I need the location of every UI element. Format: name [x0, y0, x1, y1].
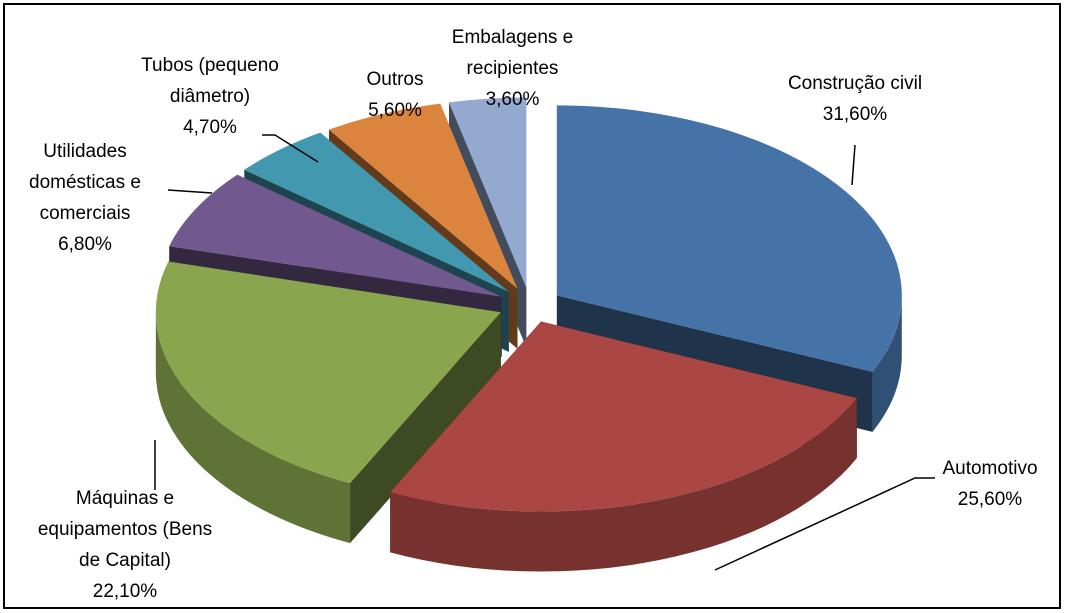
slice-top — [328, 103, 518, 289]
leader-line — [262, 134, 319, 163]
slice-top — [169, 174, 502, 297]
value-label: 31,60% — [822, 104, 888, 125]
category-label: Outros — [366, 69, 424, 90]
slice-label: Utilidades domésticas e comerciais 6,80% — [15, 136, 155, 260]
slice-wall — [872, 295, 902, 432]
slice-top — [556, 105, 902, 372]
slice-side — [350, 312, 501, 544]
slice-top — [390, 321, 857, 512]
leader-line — [167, 189, 213, 194]
pie — [155, 97, 902, 572]
slice-wall — [390, 398, 857, 572]
category-label: Automotivo — [942, 458, 1038, 479]
category-label: Máquinas e equipamentos (Bens de Capital… — [37, 488, 213, 571]
slice-label: Tubos (pequeno diâmetro) 4,70% — [125, 50, 295, 143]
leader-line — [714, 477, 935, 571]
category-label: Utilidades domésticas e comerciais — [29, 141, 141, 224]
leader-line — [851, 144, 856, 186]
value-label: 25,60% — [957, 489, 1023, 510]
slice-wall — [155, 312, 351, 544]
category-label: Tubos (pequeno diâmetro) — [141, 55, 279, 107]
slice-top — [244, 132, 509, 292]
slice-label: Máquinas e equipamentos (Bens de Capital… — [30, 483, 220, 607]
slice-top — [155, 261, 501, 484]
slice-top — [449, 97, 527, 288]
value-label: 22,10% — [92, 581, 158, 602]
value-label: 6,80% — [58, 234, 112, 255]
slice-label: Automotivo 25,60% — [925, 453, 1055, 515]
leader-lines — [154, 134, 935, 571]
category-label: Embalagens e recipientes — [451, 27, 574, 79]
value-label: 4,70% — [183, 117, 237, 138]
slice — [390, 321, 857, 572]
slice-label: Construção civil 31,60% — [760, 68, 950, 130]
slice-label: Outros 5,60% — [345, 64, 445, 126]
slice — [155, 261, 501, 544]
slice-label: Embalagens e recipientes 3,60% — [430, 22, 595, 115]
value-label: 3,60% — [485, 89, 540, 110]
category-label: Construção civil — [787, 73, 923, 94]
value-label: 5,60% — [368, 100, 422, 121]
